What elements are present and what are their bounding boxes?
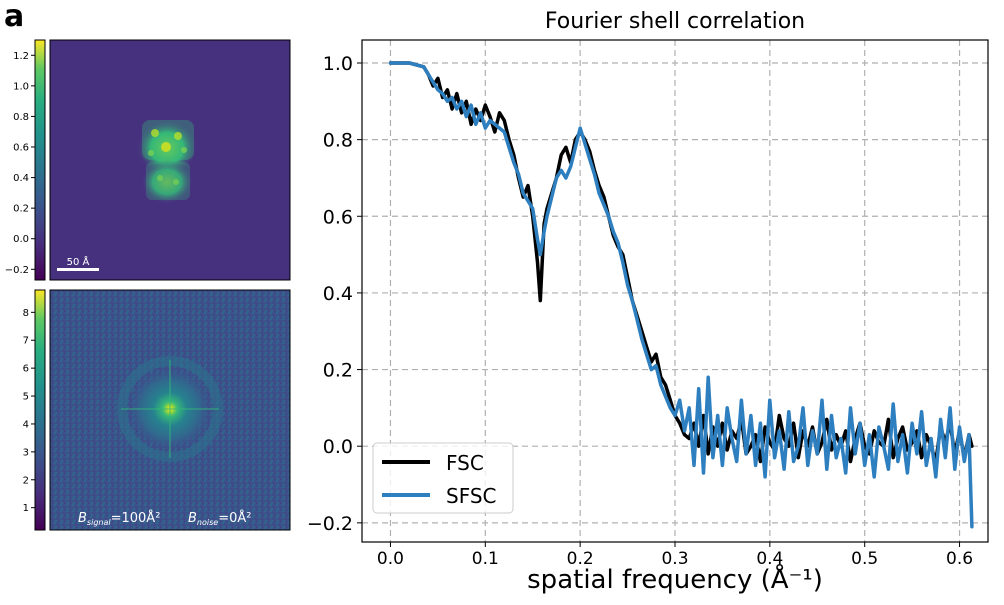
- realspace-colorbar-ticks: 1.2 1.0 0.8 0.6 0.4 0.2 0.0 −0.2: [5, 51, 35, 276]
- scalebar: [57, 268, 99, 271]
- x-axis-label: spatial frequency (Å⁻¹): [527, 563, 823, 595]
- fourier-colorbar-tick-label: 5: [23, 392, 29, 403]
- x-tick-label: 0.2: [567, 549, 594, 569]
- fourier-colorbar-tick-label: 1: [23, 503, 29, 514]
- fourier-colorbar: [34, 289, 46, 531]
- fourier-colorbar-tick-label: 6: [23, 364, 29, 375]
- bnoise-label: Bnoise=0Å²: [188, 510, 251, 527]
- legend-fsc-label: FSC: [446, 451, 484, 475]
- axis-ticks: 0.0 0.1 0.2 0.3 0.4 0.5 0.6 1.0 0.8 0.6 0.4 0.2 0.0 −…: [307, 53, 973, 569]
- realspace-colorbar-tick-label: 1.2: [13, 51, 29, 62]
- legend: FSC SFSC: [372, 442, 514, 514]
- x-tick-label: 0.4: [756, 549, 783, 569]
- fourier-panel: 8 7 6 5 4 3 2 1 Bsignal=100Å² Bnoise=0Å²: [23, 289, 291, 531]
- y-tick-label: 0.8: [323, 130, 353, 152]
- fsc-chart: Fourier shell correlation 0.0 0.1 0.2 0.3 0.…: [307, 9, 989, 595]
- realspace-colorbar-tick-label: 1.0: [13, 81, 29, 92]
- realspace-colorbar: [34, 39, 46, 281]
- series-line-sfsc: [388, 61, 974, 529]
- particle-density: [137, 120, 197, 204]
- realspace-colorbar-tick-label: 0.2: [13, 204, 29, 215]
- fourier-colorbar-tick-label: 8: [23, 308, 29, 319]
- realspace-colorbar-tick-label: 0.6: [13, 143, 29, 154]
- realspace-colorbar-tick-label: −0.2: [5, 265, 29, 276]
- realspace-colorbar-tick-label: 0.0: [13, 234, 29, 245]
- x-tick-label: 0.3: [661, 549, 688, 569]
- grid: [362, 40, 988, 542]
- y-tick-label: 1.0: [323, 53, 353, 75]
- realspace-colorbar-tick-label: 0.4: [13, 173, 29, 184]
- chart-title: Fourier shell correlation: [545, 9, 805, 34]
- fourier-colorbar-tick-label: 7: [23, 336, 29, 347]
- x-tick-label: 0.6: [946, 549, 973, 569]
- series: [388, 61, 974, 529]
- realspace-colorbar-tick-label: 0.8: [13, 112, 29, 123]
- x-tick-label: 0.1: [472, 549, 499, 569]
- panel-label: a: [4, 0, 24, 34]
- fourier-colorbar-tick-label: 2: [23, 475, 29, 486]
- y-tick-label: 0.0: [323, 436, 353, 458]
- bsignal-label: Bsignal=100Å²: [78, 510, 160, 527]
- fourier-colorbar-tick-label: 3: [23, 447, 29, 458]
- scalebar-label: 50 Å: [67, 255, 90, 268]
- y-tick-label: −0.2: [307, 513, 353, 535]
- realspace-panel: 1.2 1.0 0.8 0.6 0.4 0.2 0.0 −0.2 50 Å: [5, 39, 291, 281]
- legend-sfsc-label: SFSC: [446, 484, 497, 508]
- y-tick-label: 0.4: [323, 283, 353, 305]
- y-tick-label: 0.2: [323, 360, 353, 382]
- y-tick-label: 0.6: [323, 206, 353, 228]
- fourier-colorbar-ticks: 8 7 6 5 4 3 2 1: [23, 308, 35, 514]
- x-tick-label: 0.5: [851, 549, 878, 569]
- fourier-colorbar-tick-label: 4: [23, 419, 29, 430]
- x-tick-label: 0.0: [377, 549, 404, 569]
